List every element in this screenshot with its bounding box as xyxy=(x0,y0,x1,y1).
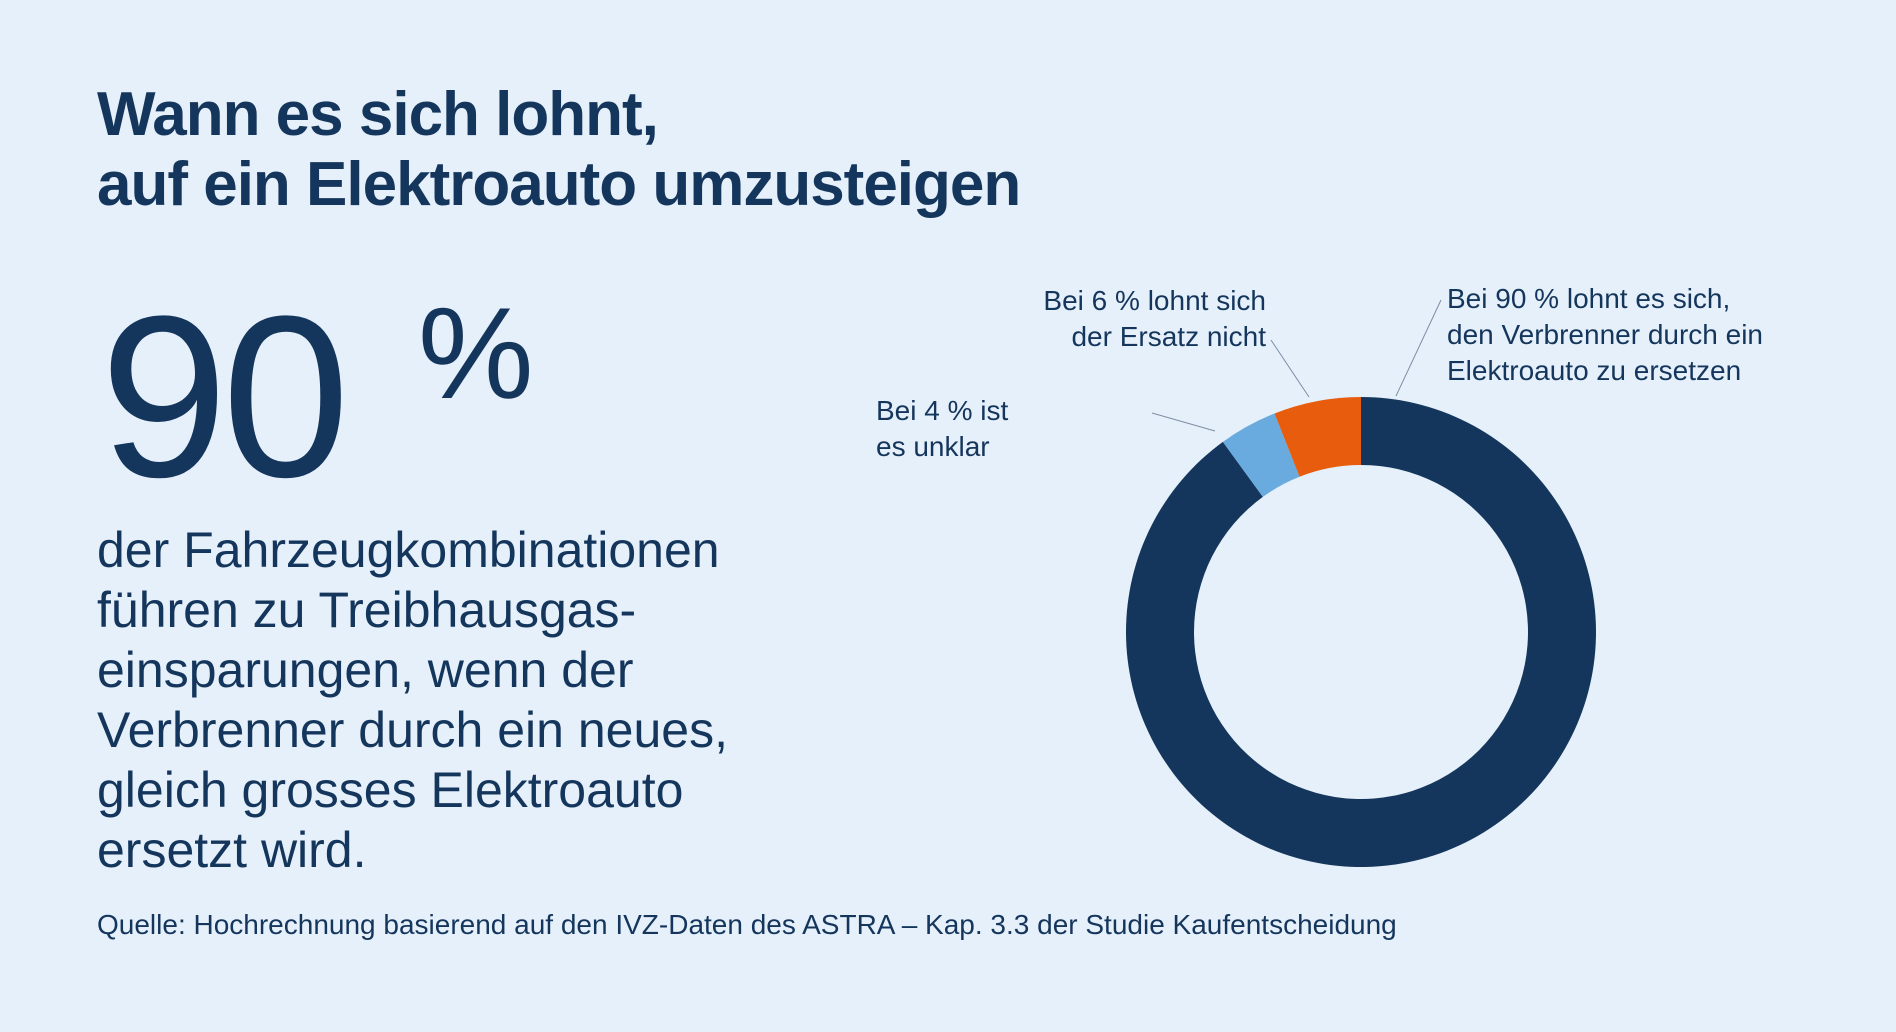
slice-label-unklar: Bei 4 % ist es unklar xyxy=(876,395,1008,462)
headline-unit: % xyxy=(418,280,534,426)
source-note: Quelle: Hochrechnung basierend auf den I… xyxy=(97,909,1397,940)
slice-label-line: Bei 4 % ist xyxy=(876,395,1008,426)
description-text: der Fahrzeugkombinationen führen zu Trei… xyxy=(97,522,728,878)
slice-unklar xyxy=(1222,413,1300,497)
slice-label-line: es unklar xyxy=(876,431,990,462)
headline-number: 90 xyxy=(100,268,350,525)
slice-label-line: der Ersatz nicht xyxy=(1071,321,1266,352)
slice-label-lohnt-es-sich: Bei 90 % lohnt es sich, den Verbrenner du… xyxy=(1447,283,1763,386)
slice-label-line: den Verbrenner durch ein xyxy=(1447,319,1763,350)
leader-line-lohnt-es-sich xyxy=(1395,299,1442,397)
slice-label-line: Bei 90 % lohnt es sich, xyxy=(1447,283,1730,314)
title-line-2: auf ein Elektroauto umzusteigen xyxy=(97,150,1021,219)
leader-line-unklar xyxy=(1151,412,1216,432)
slice-label-lohnt-sich-nicht: Bei 6 % lohnt sich der Ersatz nicht xyxy=(1043,285,1266,352)
slice-lohnt-es-sich xyxy=(1125,397,1596,867)
title-line-1: Wann es sich lohnt, xyxy=(97,80,659,149)
slice-label-line: Elektroauto zu ersetzen xyxy=(1447,355,1741,386)
slice-label-line: Bei 6 % lohnt sich xyxy=(1043,285,1266,316)
slice-lohnt-sich-nicht xyxy=(1274,397,1361,477)
page-title: Wann es sich lohnt, auf ein Elektroauto … xyxy=(97,80,1021,220)
leader-line-lohnt-sich-nicht xyxy=(1270,339,1310,398)
